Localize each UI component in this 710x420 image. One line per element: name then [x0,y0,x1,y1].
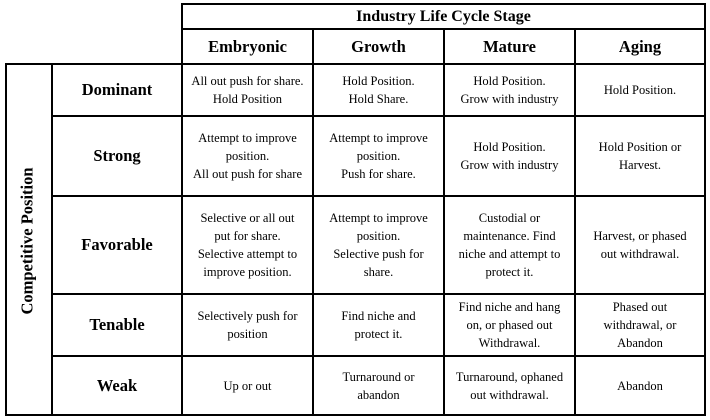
header-title: Industry Life Cycle Stage [183,5,704,28]
table-cell: All out push for share. Hold Position [183,65,312,115]
table-cell: Selective or all out put for share. Sele… [183,197,312,293]
table-cell: Hold Position or Harvest. [576,117,704,195]
cell-text: Hold Position or Harvest. [598,140,682,172]
stage-header-growth: Growth [314,30,443,63]
cell-text: Harvest, or phased out withdrawal. [593,229,687,261]
position-label: Strong [93,146,141,165]
table-cell: Turnaround, ophaned out withdrawal. [445,357,574,414]
grid-line [574,28,576,416]
cell-text: Attempt to improve position. All out pus… [192,131,302,181]
cell-text: Attempt to improve position. Selective p… [329,211,428,279]
grid-line [5,63,7,416]
position-label: Weak [96,375,138,395]
cell-text: Phased out withdrawal, or Abandon [603,300,677,350]
cell-text: Up or out [223,378,272,393]
grid-line [51,195,706,197]
cell-text: Hold Position. Grow with industry [460,74,559,106]
table-cell: Turnaround or abandon [314,357,443,414]
stage-header-aging: Aging [576,30,704,63]
cell-text: Selectively push for position [197,309,298,341]
grid-line [181,3,706,5]
stage-label: Embryonic [208,36,287,56]
grid-line [704,3,706,416]
table-cell: Find niche and hang on, or phased out Wi… [445,295,574,355]
grid-line [5,63,706,65]
table-cell: Hold Position. [576,65,704,115]
grid-line [51,355,706,357]
grid-line [51,63,53,416]
cell-text: Selective or all out put for share. Sele… [197,211,298,279]
table-cell: Attempt to improve position. All out pus… [183,117,312,195]
position-label: Favorable [81,235,153,254]
row-header-strong: Strong [53,117,181,195]
stage-label: Mature [483,36,536,56]
stage-header-mature: Mature [445,30,574,63]
table-cell: Attempt to improve position. Push for sh… [314,117,443,195]
table-cell: Hold Position. Grow with industry [445,117,574,195]
grid-line [312,28,314,416]
row-header-weak: Weak [53,357,181,414]
cell-text: Abandon [617,378,663,393]
table-cell: Up or out [183,357,312,414]
grid-line [443,28,445,416]
row-header-favorable: Favorable [53,197,181,293]
competitive-position-label: Competitive Position [5,64,51,417]
stage-label: Growth [351,36,406,56]
cell-text: Turnaround or abandon [342,369,415,402]
position-label: Dominant [81,80,153,99]
cell-text: Hold Position. [603,83,677,97]
table-cell: Harvest, or phased out withdrawal. [576,197,704,293]
grid-line [51,293,706,295]
cell-text: Find niche and hang on, or phased out Wi… [458,300,561,350]
row-header-tenable: Tenable [53,295,181,355]
cell-text: All out push for share. Hold Position [191,74,304,106]
cell-text: Hold Position. Hold Share. [342,74,415,106]
stage-label: Aging [618,36,662,56]
table-cell: Abandon [576,357,704,414]
table-cell: Custodial or maintenance. Find niche and… [445,197,574,293]
table-cell: Attempt to improve position. Selective p… [314,197,443,293]
row-header-dominant: Dominant [53,65,181,115]
table-cell: Phased out withdrawal, or Abandon [576,295,704,355]
header-title-text: Industry Life Cycle Stage [356,7,531,25]
position-label: Tenable [89,315,145,334]
cell-text: Custodial or maintenance. Find niche and… [458,211,561,279]
grid-line [181,3,183,416]
grid-line [5,414,706,416]
table-cell: Hold Position. Hold Share. [314,65,443,115]
grid-line [51,115,706,117]
cell-text: Turnaround, ophaned out withdrawal. [455,369,564,402]
table-cell: Hold Position. Grow with industry [445,65,574,115]
stage-header-embryonic: Embryonic [183,30,312,63]
side-label-text: Competitive Position [18,166,38,315]
table-cell: Find niche and protect it. [314,295,443,355]
cell-text: Hold Position. Grow with industry [460,140,559,172]
cell-text: Attempt to improve position. Push for sh… [329,131,428,181]
table-cell: Selectively push for position [183,295,312,355]
cell-text: Find niche and protect it. [341,309,416,341]
